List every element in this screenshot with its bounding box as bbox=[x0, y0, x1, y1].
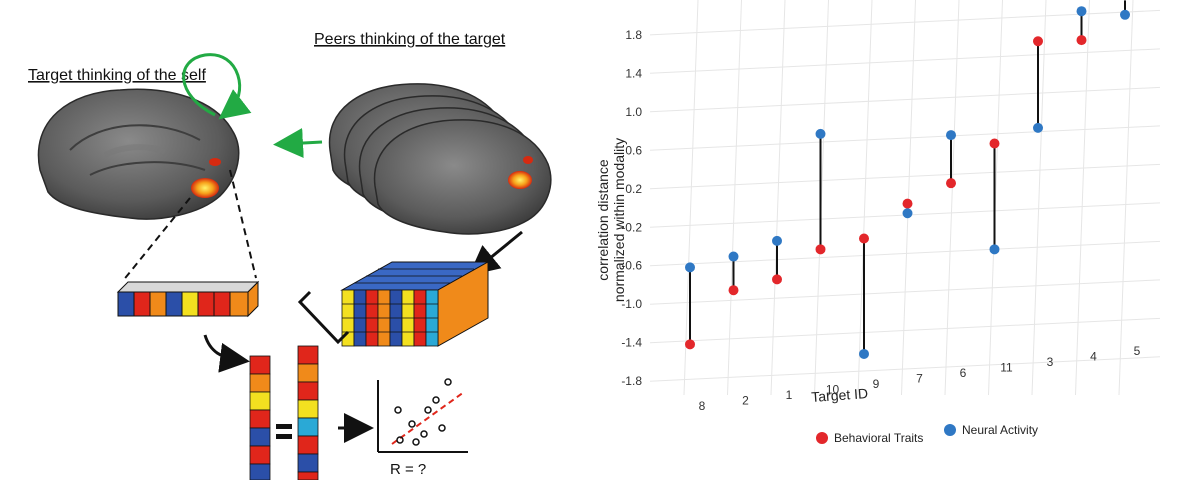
gridline-h bbox=[649, 125, 1161, 151]
x-tick-label: 7 bbox=[916, 372, 923, 386]
x-tick-label: 1 bbox=[786, 388, 793, 402]
legend-label-behavioral: Behavioral Traits bbox=[834, 431, 923, 445]
chart-grid bbox=[649, 0, 1161, 396]
neural-point bbox=[946, 130, 956, 141]
y-tick-label: 1.8 bbox=[625, 28, 642, 42]
legend-label-neural: Neural Activity bbox=[962, 423, 1038, 437]
chart-legend: Behavioral Traits Neural Activity bbox=[816, 423, 1038, 445]
behavioral-point bbox=[989, 138, 1000, 149]
y-tick-label: 1.0 bbox=[625, 105, 642, 119]
y-tick-label: 0.2 bbox=[625, 182, 642, 196]
y-tick-label: -1.0 bbox=[621, 297, 642, 311]
peer-matrix bbox=[297, 261, 490, 347]
label-peers: Peers thinking of the target bbox=[314, 31, 506, 48]
y-tick-label: -1.4 bbox=[621, 336, 642, 350]
behavioral-point bbox=[815, 244, 826, 255]
neural-point bbox=[1076, 6, 1087, 17]
y-tick-label: 1.4 bbox=[625, 66, 642, 80]
y-axis-label-line2: normalized within modality bbox=[611, 138, 627, 302]
x-tick-label: 9 bbox=[873, 377, 880, 391]
neural-point bbox=[772, 235, 782, 246]
gridline-v bbox=[1031, 0, 1047, 396]
gridline-h bbox=[649, 86, 1161, 113]
gridline-h bbox=[649, 9, 1161, 36]
target-brain bbox=[37, 88, 240, 220]
gridline-v bbox=[683, 0, 699, 396]
x-tick-label: 2 bbox=[742, 394, 749, 408]
gridline-h bbox=[649, 317, 1161, 344]
behavioral-point bbox=[1033, 36, 1043, 47]
gridline-v bbox=[727, 0, 742, 396]
neural-point bbox=[1120, 9, 1130, 20]
gridline-v bbox=[901, 0, 916, 396]
x-tick-labels: 8 2 1 10 9 7 6 11 3 4 5 bbox=[699, 344, 1141, 413]
behavioral-point bbox=[946, 178, 956, 189]
neural-point bbox=[989, 244, 1000, 255]
neural-point bbox=[728, 251, 739, 262]
activation-blob bbox=[191, 178, 219, 198]
gridline-v bbox=[1118, 0, 1134, 396]
neural-point bbox=[859, 348, 869, 359]
behavioral-point bbox=[902, 198, 913, 209]
vector-columns bbox=[249, 345, 319, 480]
gridline-v bbox=[770, 0, 786, 396]
behavioral-point bbox=[772, 274, 782, 285]
x-tick-label: 3 bbox=[1047, 355, 1054, 369]
legend-marker-neural bbox=[944, 424, 956, 436]
correlation-label: R = ? bbox=[390, 461, 426, 478]
y-tick-label: -1.8 bbox=[621, 374, 642, 388]
y-tick-label: -0.2 bbox=[621, 220, 642, 234]
neural-point bbox=[1033, 122, 1043, 133]
peers-to-target-arrow bbox=[273, 128, 323, 159]
y-tick-label: 0.6 bbox=[625, 143, 642, 157]
self-loop-arrow bbox=[182, 53, 252, 120]
behavioral-point bbox=[1076, 35, 1087, 46]
neural-point bbox=[902, 208, 913, 219]
y-tick-label: -0.6 bbox=[621, 259, 642, 273]
x-tick-label: 11 bbox=[1000, 361, 1013, 375]
x-tick-label: 6 bbox=[960, 366, 967, 380]
chart-marks bbox=[685, 0, 1130, 359]
left-diagram: Target thinking of the self Peers thinki… bbox=[28, 31, 552, 480]
behavioral-point bbox=[859, 233, 869, 244]
x-axis-label: Target ID bbox=[811, 385, 869, 405]
x-tick-label: 5 bbox=[1134, 344, 1141, 358]
y-tick-labels: -1.8 -1.4 -1.0 -0.6 -0.2 0.2 0.6 1.0 1.4 1.8 bbox=[621, 28, 642, 388]
target-vector bbox=[116, 280, 260, 318]
x-tick-label: 8 bbox=[699, 399, 706, 413]
x-tick-label: 10 bbox=[826, 383, 840, 397]
legend-marker-behavioral bbox=[816, 432, 828, 444]
gridline-h bbox=[649, 48, 1161, 74]
neural-point bbox=[685, 262, 695, 273]
gridline-h bbox=[649, 240, 1161, 267]
gridline-v bbox=[1075, 0, 1090, 396]
y-axis-label-line1: correlation distance bbox=[595, 159, 611, 281]
behavioral-point bbox=[685, 339, 695, 350]
gridline-v bbox=[857, 0, 873, 396]
peer-brains bbox=[328, 83, 552, 235]
neural-point bbox=[815, 128, 826, 139]
x-tick-label: 4 bbox=[1090, 350, 1097, 364]
inset-scatter bbox=[377, 378, 468, 453]
gridline-v bbox=[944, 0, 960, 396]
behavioral-point bbox=[728, 285, 739, 296]
label-self: Target thinking of the self bbox=[28, 67, 206, 84]
gridline-h bbox=[649, 356, 1161, 382]
